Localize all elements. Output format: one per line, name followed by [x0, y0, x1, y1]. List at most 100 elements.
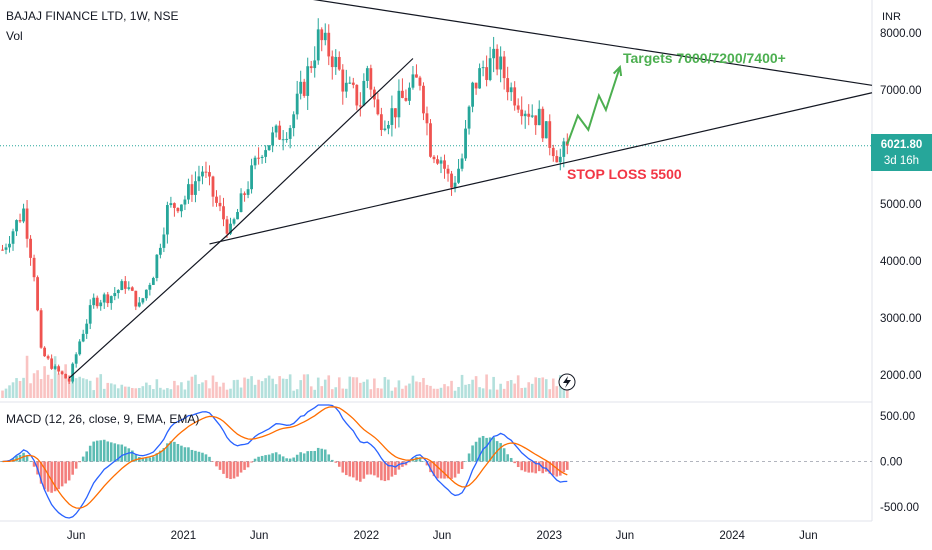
candle-body [109, 296, 113, 304]
volume-bar [488, 389, 492, 398]
candle-body [264, 150, 268, 157]
macd-hist-bar [380, 461, 383, 481]
macd-hist-bar [551, 461, 555, 476]
signal-line [2, 406, 568, 509]
macd-hist-bar [116, 444, 120, 462]
candle-body [450, 173, 453, 188]
macd-hist-bar [485, 437, 488, 462]
macd-hist-bar [106, 441, 110, 462]
macd-hist-bar [362, 461, 366, 479]
candle-body [415, 74, 418, 78]
candle-body [134, 290, 138, 307]
macd-hist-bar [215, 461, 218, 467]
volume-bar [323, 379, 327, 398]
volume-bar [204, 380, 208, 398]
candle-body [64, 373, 68, 379]
macd-hist-bar [306, 451, 310, 462]
candle-body [180, 204, 183, 212]
volume-bar [180, 382, 183, 398]
volume-bar [74, 378, 78, 398]
volume-bar [127, 386, 131, 398]
macd-hist-bar [71, 461, 74, 475]
candle-body [197, 176, 201, 182]
volume-bar [359, 382, 362, 398]
macd-hist-bar [527, 461, 531, 473]
macd-hist-bar [492, 437, 495, 462]
candle-body [334, 56, 338, 68]
macd-hist-bar [60, 461, 64, 487]
macd-hist-bar [436, 461, 439, 479]
candle-body [422, 85, 425, 114]
volume-bar [390, 390, 394, 398]
candle-body [246, 189, 250, 195]
volume-bar [348, 376, 352, 398]
candle-body [92, 297, 96, 306]
volume-bar [264, 378, 267, 398]
volume-bar [197, 384, 201, 398]
macd-hist-bar [173, 441, 176, 462]
candle-body [292, 114, 296, 129]
volume-bar [236, 379, 239, 398]
candle-body [15, 220, 18, 232]
macd-hist-bar [218, 461, 222, 470]
candle-body [534, 115, 538, 126]
volume-bar [509, 380, 513, 398]
macd-hist-bar [204, 454, 208, 462]
macd-hist-bar [320, 448, 324, 462]
volume-bar [408, 383, 411, 398]
volume-bar [478, 387, 481, 398]
trendline [209, 92, 873, 245]
volume-bar [313, 389, 317, 398]
candle-body [57, 366, 61, 372]
candle-body [562, 141, 566, 157]
candle-body [260, 156, 264, 159]
candle-body [383, 128, 387, 131]
volume-bar [506, 381, 509, 398]
macd-hist-bar [253, 458, 257, 462]
macd-hist-bar [43, 461, 46, 490]
candle-body [151, 277, 155, 285]
macd-hist-bar [509, 457, 513, 462]
volume-bar [155, 379, 159, 398]
trendline [68, 234, 228, 379]
macd-hist-bar [39, 461, 43, 484]
candle-body [555, 156, 559, 163]
macd-hist-bar [327, 454, 331, 462]
macd-hist-bar [330, 459, 334, 462]
macd-hist-bar [169, 441, 173, 462]
candle-body [464, 128, 467, 159]
candle-body [379, 114, 383, 131]
macd-histogram [1, 435, 569, 493]
candle-body [162, 234, 166, 248]
macd-hist-bar [288, 458, 292, 462]
candle-body [330, 56, 334, 68]
candle-body [344, 82, 348, 92]
macd-hist-bar [418, 457, 422, 462]
volume-bar [232, 380, 236, 398]
time-tick-label: Jun [616, 530, 635, 542]
volume-bar [113, 384, 117, 398]
volume-bar [194, 374, 197, 398]
macd-hist-bar [285, 458, 288, 462]
candle-body [113, 293, 117, 297]
candle-body [18, 220, 22, 222]
volume-bar [116, 388, 120, 398]
candle-body [169, 203, 173, 206]
macd-hist-bar [29, 460, 32, 462]
trendline [312, 0, 873, 86]
volume-bar [376, 388, 380, 398]
volume-bar [344, 388, 348, 398]
volume-bar [492, 376, 495, 398]
candle-body [53, 366, 57, 369]
macd-hist-bar [162, 448, 166, 462]
macd-hist-bar [460, 461, 464, 470]
volume-bar [530, 383, 534, 398]
price-tick-label: 2000.00 [880, 370, 922, 382]
volume-bar [281, 378, 285, 398]
macd-tick-label: 500.00 [880, 411, 915, 423]
projection-path [566, 66, 621, 145]
volume-bar [544, 379, 548, 398]
candle-body [229, 223, 232, 234]
macd-hist-bar [274, 452, 278, 462]
